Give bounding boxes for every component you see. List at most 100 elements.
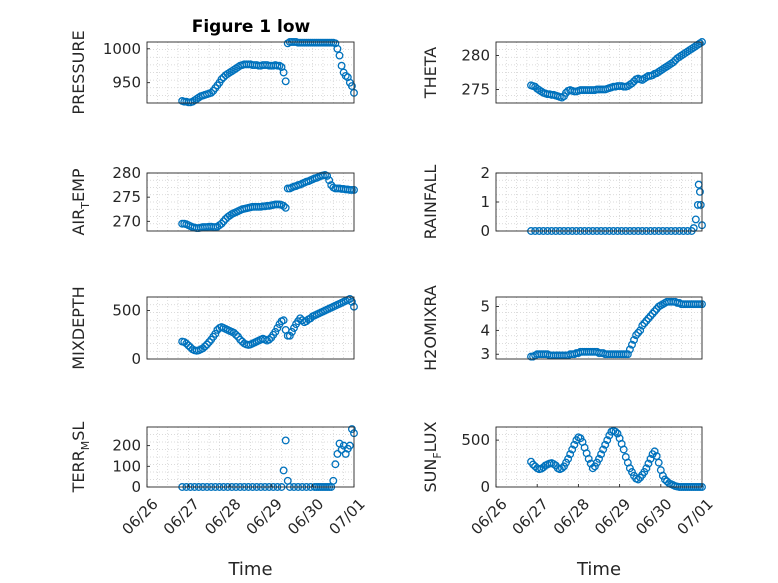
subplot-1: 950 1000 PRESSURE <box>69 30 358 115</box>
data-point <box>654 458 663 467</box>
data-point <box>329 476 338 485</box>
data-point <box>628 340 636 349</box>
data-point <box>287 327 296 336</box>
data-point <box>640 319 649 328</box>
data-point <box>595 454 603 463</box>
data-point <box>333 449 342 458</box>
data-point <box>564 454 573 463</box>
data-point <box>603 436 612 445</box>
data-point <box>599 445 608 454</box>
data-point <box>273 324 282 332</box>
data-point <box>638 321 647 330</box>
axes-frame <box>495 296 703 360</box>
subplot-6: 3 4 5 H2OMIXRA <box>421 285 706 371</box>
data-point <box>613 429 622 438</box>
y-axis-label-subscript: F <box>431 452 444 458</box>
data-point <box>229 328 238 337</box>
y-tick-label: 275 <box>112 188 141 206</box>
x-tick-label: 06/28 <box>201 495 244 538</box>
data-point <box>279 201 288 210</box>
data-point <box>632 331 641 340</box>
data-point <box>619 445 628 454</box>
data-point <box>642 464 651 473</box>
data-point <box>650 447 659 456</box>
data-point <box>281 203 290 212</box>
x-axis-label: Time <box>227 559 272 580</box>
data-point <box>217 219 226 228</box>
y-axis-label: RAINFALL <box>421 165 440 240</box>
axes-frame <box>495 426 703 488</box>
data-point <box>333 44 342 53</box>
y-tick-label: 0 <box>480 222 490 240</box>
data-point <box>337 61 346 70</box>
y-tick-label: 1000 <box>103 40 141 58</box>
data-markers <box>527 297 706 361</box>
grid <box>146 426 355 488</box>
data-point <box>597 450 606 459</box>
y-tick-label: 200 <box>112 437 141 455</box>
axes-frame <box>146 296 355 360</box>
y-axis-label: AIRTEMP <box>69 168 92 235</box>
y-axis-label-rest: LUX <box>421 421 440 452</box>
data-point <box>601 440 610 449</box>
data-point <box>644 459 653 468</box>
figure-title: Figure 1 low <box>192 17 311 37</box>
data-point <box>296 314 305 323</box>
axes-frame <box>146 41 355 104</box>
data-point <box>634 475 643 484</box>
data-point <box>236 335 245 344</box>
y-axis-label-subscript: M <box>79 441 92 451</box>
y-axis-label-rest: SL <box>69 422 88 441</box>
grid <box>146 41 355 104</box>
y-axis-label-main: H2OMIXRA <box>421 285 440 371</box>
y-tick-label: 280 <box>112 164 141 182</box>
data-point <box>625 345 634 354</box>
data-point <box>347 297 356 306</box>
data-point <box>265 335 274 344</box>
data-point <box>611 427 620 436</box>
y-axis-label: THETA <box>421 47 440 99</box>
data-point <box>182 339 191 348</box>
subplot-4: 0 1 2 RAINFALL <box>421 164 706 240</box>
x-tick-label: 06/27 <box>160 495 203 538</box>
data-point <box>279 68 288 77</box>
data-point <box>225 211 234 220</box>
data-point <box>219 217 228 226</box>
y-tick-label: 0 <box>131 350 141 368</box>
data-point <box>696 200 705 209</box>
x-tick-label: 06/28 <box>550 495 593 538</box>
y-axis-label: PRESSURE <box>69 30 88 114</box>
data-point <box>642 316 651 325</box>
y-tick-label: 100 <box>112 457 141 475</box>
data-point <box>347 425 356 434</box>
data-point <box>335 51 344 60</box>
y-tick-label: 500 <box>112 302 141 320</box>
y-axis-label-subscript: T <box>79 202 92 210</box>
data-point <box>198 344 207 353</box>
data-markers <box>178 425 358 491</box>
data-point <box>281 77 290 86</box>
axes-frame <box>146 172 355 232</box>
data-point <box>549 460 558 468</box>
y-axis-label-main: THETA <box>421 47 440 99</box>
data-point <box>584 454 593 463</box>
data-markers <box>178 294 358 355</box>
x-tick-label: 06/29 <box>591 495 634 538</box>
data-point <box>184 341 193 350</box>
data-point <box>271 327 280 336</box>
data-point <box>325 176 334 185</box>
grid <box>495 41 703 104</box>
data-point <box>628 79 636 88</box>
data-point <box>566 450 575 459</box>
data-point <box>669 58 678 67</box>
axes-frame <box>146 426 355 488</box>
data-point <box>644 314 653 323</box>
data-point <box>646 312 655 321</box>
x-tick-label: 07/01 <box>325 495 368 538</box>
x-tick-label: 06/26 <box>118 495 161 538</box>
data-point <box>646 454 655 463</box>
x-tick-label: 06/29 <box>243 495 286 538</box>
x-tick-label: 06/26 <box>467 495 510 538</box>
y-tick-label: 5 <box>480 298 490 316</box>
